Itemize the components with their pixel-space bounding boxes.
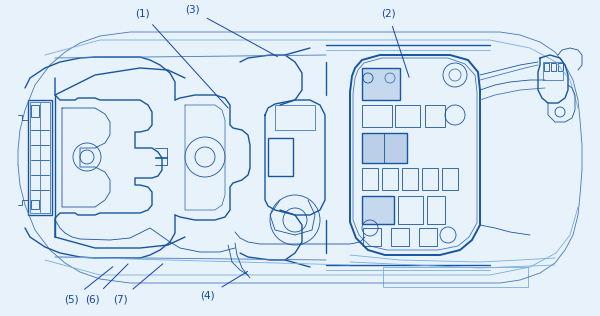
- Bar: [544, 63, 549, 71]
- Bar: [362, 168, 378, 190]
- Bar: [31, 105, 39, 117]
- Bar: [362, 133, 407, 163]
- Bar: [268, 138, 293, 176]
- Bar: [363, 228, 381, 246]
- Bar: [362, 196, 394, 224]
- Text: (7): (7): [113, 264, 163, 305]
- Bar: [31, 200, 39, 209]
- Bar: [427, 196, 445, 224]
- Bar: [558, 63, 563, 71]
- Bar: [543, 62, 563, 80]
- Text: (4): (4): [200, 271, 248, 301]
- Bar: [425, 105, 445, 127]
- Bar: [383, 267, 528, 287]
- Bar: [402, 168, 418, 190]
- Text: (3): (3): [185, 5, 278, 57]
- Text: (1): (1): [134, 8, 228, 108]
- Bar: [442, 168, 458, 190]
- Bar: [398, 196, 423, 224]
- Bar: [551, 63, 556, 71]
- Bar: [362, 133, 384, 163]
- Bar: [382, 168, 398, 190]
- Bar: [422, 168, 438, 190]
- Text: (5): (5): [64, 267, 113, 305]
- Bar: [395, 105, 420, 127]
- Text: (2): (2): [380, 8, 409, 77]
- Bar: [419, 228, 437, 246]
- Bar: [275, 105, 315, 130]
- Bar: [391, 228, 409, 246]
- Bar: [362, 105, 392, 127]
- Text: (6): (6): [85, 264, 128, 305]
- Bar: [362, 68, 400, 100]
